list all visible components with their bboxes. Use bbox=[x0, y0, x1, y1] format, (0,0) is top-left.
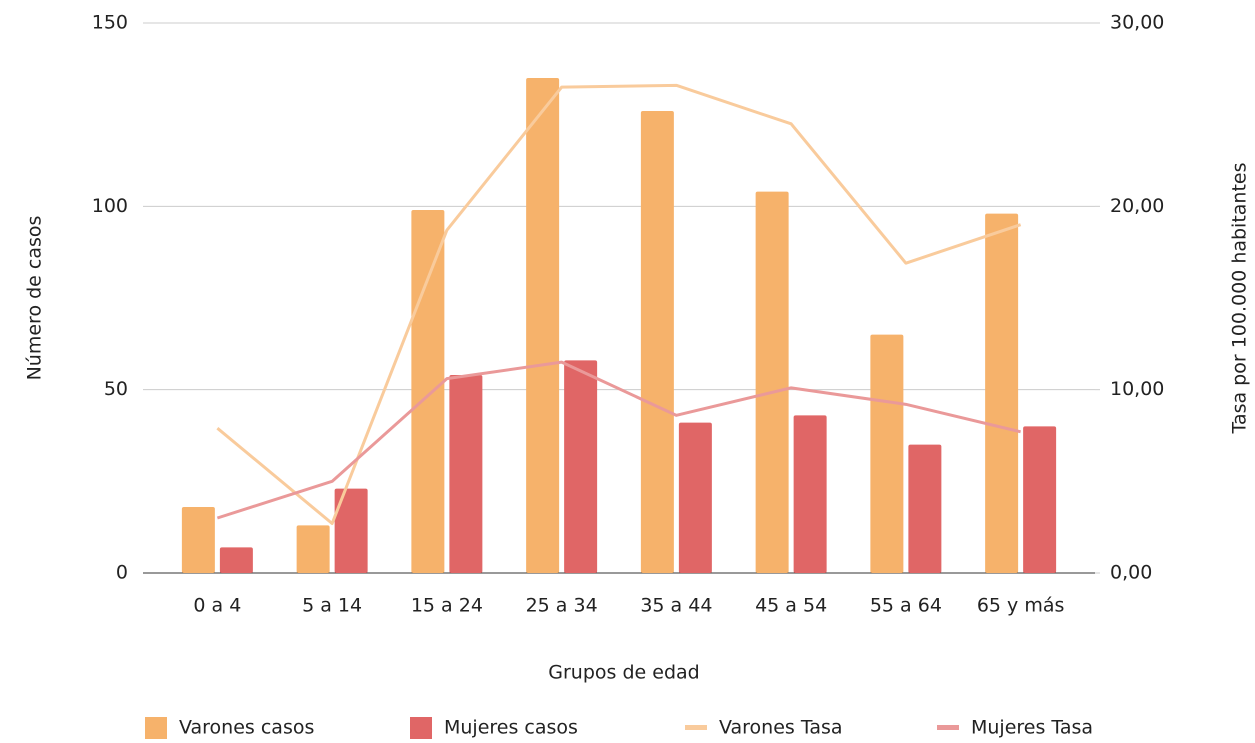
bar bbox=[1023, 426, 1057, 573]
x-tick-label: 0 a 4 bbox=[193, 595, 241, 617]
legend-label: Varones casos bbox=[179, 717, 314, 739]
bar bbox=[219, 547, 253, 573]
bar bbox=[640, 111, 674, 573]
bar bbox=[985, 213, 1019, 573]
y2-tick-label: 0,00 bbox=[1110, 562, 1152, 584]
bar bbox=[181, 507, 215, 573]
bar bbox=[678, 422, 712, 573]
legend-label: Varones Tasa bbox=[719, 717, 843, 739]
x-tick-label: 45 a 54 bbox=[755, 595, 827, 617]
bar bbox=[908, 444, 942, 573]
x-tick-label: 15 a 24 bbox=[411, 595, 483, 617]
y-tick-label: 150 bbox=[92, 12, 128, 34]
legend-label: Mujeres casos bbox=[444, 717, 578, 739]
legend-swatch bbox=[410, 717, 432, 739]
bar bbox=[793, 415, 827, 573]
y-tick-label: 0 bbox=[116, 562, 128, 584]
bar bbox=[755, 191, 789, 573]
bar bbox=[526, 78, 560, 573]
legend-label: Mujeres Tasa bbox=[971, 717, 1093, 739]
legend-swatch bbox=[685, 725, 707, 730]
y-tick-label: 100 bbox=[92, 195, 128, 217]
y2-tick-label: 30,00 bbox=[1110, 12, 1164, 34]
legend-swatch bbox=[145, 717, 167, 739]
y2-tick-label: 20,00 bbox=[1110, 195, 1164, 217]
bar bbox=[564, 360, 598, 573]
line bbox=[216, 83, 1022, 525]
y2-axis-title: Tasa por 100.000 habitantes bbox=[1229, 162, 1251, 434]
x-tick-label: 5 a 14 bbox=[302, 595, 362, 617]
bar bbox=[449, 375, 483, 573]
bar bbox=[296, 525, 330, 573]
x-tick-label: 35 a 44 bbox=[640, 595, 712, 617]
x-tick-label: 25 a 34 bbox=[526, 595, 598, 617]
x-tick-label: 65 y más bbox=[977, 595, 1065, 617]
bar bbox=[411, 210, 445, 573]
x-axis-title: Grupos de edad bbox=[548, 662, 699, 684]
legend-swatch bbox=[937, 725, 959, 730]
bar bbox=[870, 334, 904, 573]
x-tick-label: 55 a 64 bbox=[870, 595, 942, 617]
line bbox=[216, 360, 1021, 520]
bar bbox=[334, 488, 368, 573]
y2-tick-label: 10,00 bbox=[1110, 378, 1164, 400]
y-axis-title: Número de casos bbox=[24, 216, 46, 381]
y-tick-label: 50 bbox=[104, 378, 128, 400]
